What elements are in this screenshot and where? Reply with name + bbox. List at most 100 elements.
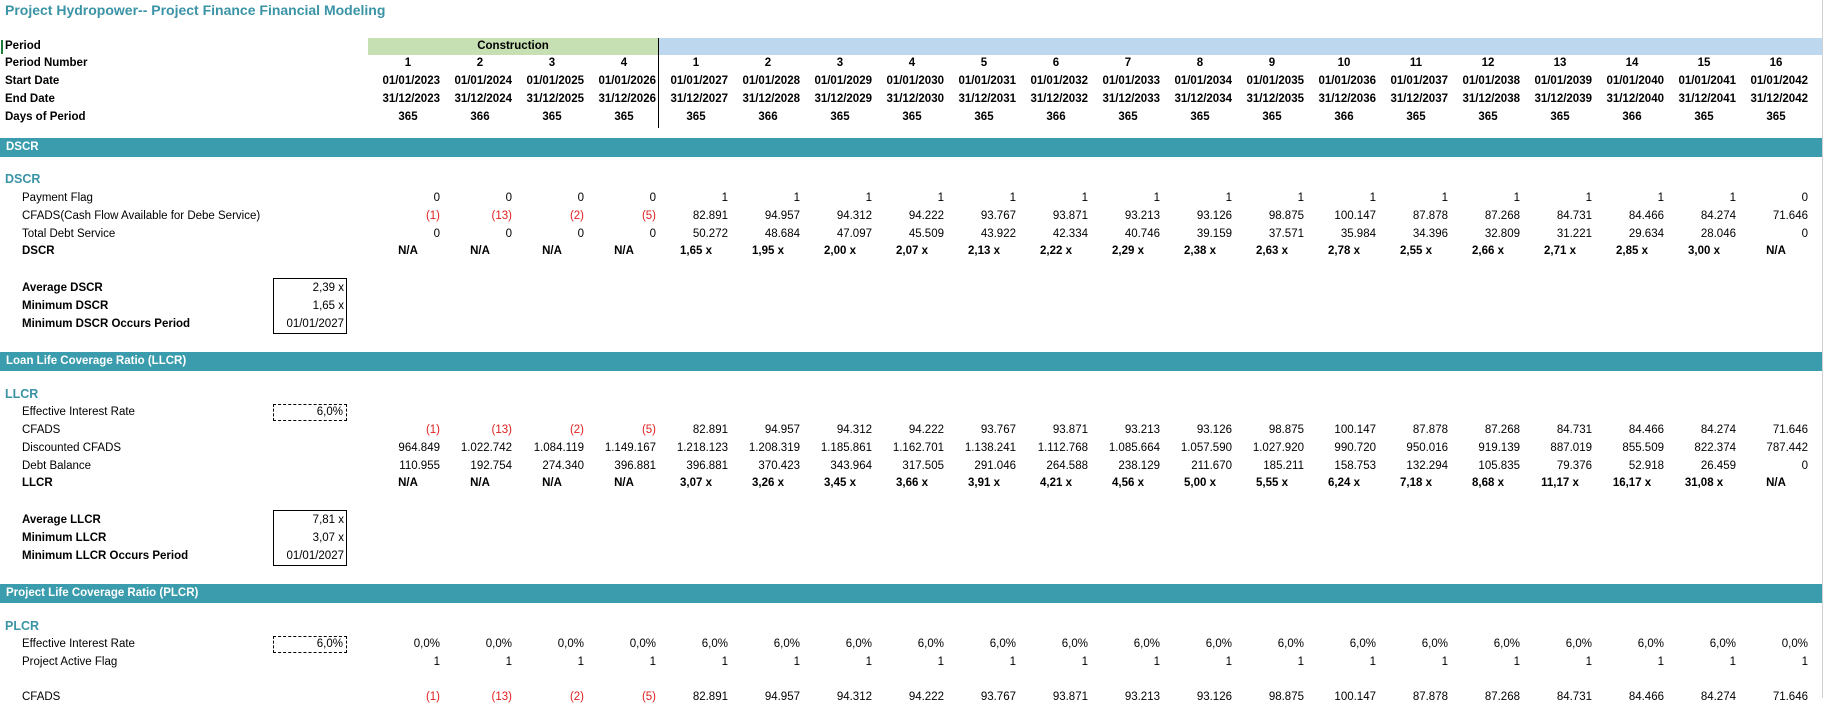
table-cell[interactable]: 396.881: [614, 460, 656, 472]
table-cell[interactable]: 366: [1046, 111, 1066, 123]
table-cell[interactable]: 3,45 x: [824, 477, 856, 489]
table-cell[interactable]: 2: [476, 57, 484, 69]
table-cell[interactable]: 2,66 x: [1472, 245, 1504, 257]
table-cell[interactable]: 887.019: [1550, 442, 1592, 454]
table-cell[interactable]: 0: [1801, 228, 1808, 240]
table-cell[interactable]: 01/01/2027: [670, 75, 728, 87]
table-cell[interactable]: 343.964: [830, 460, 872, 472]
table-cell[interactable]: 238.129: [1118, 460, 1160, 472]
table-cell[interactable]: 31,08 x: [1684, 477, 1724, 489]
table-cell[interactable]: 52.918: [1628, 460, 1664, 472]
table-cell[interactable]: 365: [902, 111, 922, 123]
table-cell[interactable]: 291.046: [974, 460, 1016, 472]
table-cell[interactable]: 01/01/2026: [598, 75, 656, 87]
table-cell[interactable]: 15: [1697, 57, 1711, 69]
table-cell[interactable]: 1: [1009, 192, 1016, 204]
table-cell[interactable]: 0: [577, 228, 584, 240]
table-cell[interactable]: 13: [1553, 57, 1567, 69]
table-cell[interactable]: (2): [569, 210, 584, 222]
table-cell[interactable]: 365: [398, 111, 418, 123]
table-cell[interactable]: 1: [505, 656, 512, 668]
table-cell[interactable]: 93.126: [1196, 210, 1232, 222]
table-cell[interactable]: 365: [1694, 111, 1714, 123]
table-cell[interactable]: 990.720: [1334, 442, 1376, 454]
table-cell[interactable]: 3: [548, 57, 556, 69]
table-cell[interactable]: 0: [433, 228, 440, 240]
table-cell[interactable]: 1.149.167: [604, 442, 656, 454]
table-cell[interactable]: 2,78 x: [1328, 245, 1360, 257]
table-cell[interactable]: 1: [1441, 192, 1448, 204]
table-cell[interactable]: 1: [1009, 656, 1016, 668]
table-cell[interactable]: (5): [641, 210, 656, 222]
table-cell[interactable]: 1.185.861: [820, 442, 872, 454]
table-cell[interactable]: 264.588: [1046, 460, 1088, 472]
table-cell[interactable]: 31/12/2040: [1606, 93, 1664, 105]
table-cell[interactable]: 84.274: [1700, 210, 1736, 222]
table-cell[interactable]: 919.139: [1478, 442, 1520, 454]
table-cell[interactable]: 93.767: [980, 210, 1016, 222]
table-cell[interactable]: 0,0%: [485, 638, 512, 650]
table-cell[interactable]: 6,0%: [917, 638, 944, 650]
table-cell[interactable]: 01/01/2033: [1102, 75, 1160, 87]
table-cell[interactable]: 48.684: [764, 228, 800, 240]
table-cell[interactable]: 37.571: [1268, 228, 1304, 240]
table-cell[interactable]: 6: [1052, 57, 1060, 69]
table-cell[interactable]: 1: [1585, 656, 1592, 668]
table-cell[interactable]: 6,0%: [1277, 638, 1304, 650]
table-cell[interactable]: 365: [830, 111, 850, 123]
table-cell[interactable]: 31/12/2037: [1390, 93, 1448, 105]
table-cell[interactable]: 366: [1622, 111, 1642, 123]
table-cell[interactable]: 6,0%: [1205, 638, 1232, 650]
table-cell[interactable]: 1: [1297, 192, 1304, 204]
table-cell[interactable]: 366: [470, 111, 490, 123]
table-cell[interactable]: 1.022.742: [460, 442, 512, 454]
table-cell[interactable]: 31/12/2029: [814, 93, 872, 105]
table-cell[interactable]: 1,95 x: [752, 245, 784, 257]
table-cell[interactable]: 82.891: [692, 210, 728, 222]
table-cell[interactable]: 1.027.920: [1252, 442, 1304, 454]
table-cell[interactable]: 84.466: [1628, 210, 1664, 222]
table-cell[interactable]: 1: [404, 57, 412, 69]
table-cell[interactable]: 3,66 x: [896, 477, 928, 489]
table-cell[interactable]: 01/01/2032: [1030, 75, 1088, 87]
table-cell[interactable]: 9: [1268, 57, 1276, 69]
table-cell[interactable]: 87.268: [1484, 424, 1520, 436]
table-cell[interactable]: 42.334: [1052, 228, 1088, 240]
table-cell[interactable]: 45.509: [908, 228, 944, 240]
table-cell[interactable]: 8: [1196, 57, 1204, 69]
table-cell[interactable]: 01/01/2028: [742, 75, 800, 87]
table-cell[interactable]: 2,38 x: [1184, 245, 1216, 257]
table-cell[interactable]: 1: [1297, 656, 1304, 668]
table-cell[interactable]: 1: [692, 57, 700, 69]
table-cell[interactable]: 1: [1153, 656, 1160, 668]
table-cell[interactable]: 787.442: [1766, 442, 1808, 454]
table-cell[interactable]: 82.891: [692, 424, 728, 436]
table-cell[interactable]: 950.016: [1406, 442, 1448, 454]
table-cell[interactable]: 31/12/2028: [742, 93, 800, 105]
table-cell[interactable]: 6,0%: [1133, 638, 1160, 650]
table-cell[interactable]: 31/12/2033: [1102, 93, 1160, 105]
table-cell[interactable]: 4,21 x: [1040, 477, 1072, 489]
table-cell[interactable]: 6,0%: [701, 638, 728, 650]
table-cell[interactable]: 01/01/2029: [814, 75, 872, 87]
table-cell[interactable]: 1: [1657, 192, 1664, 204]
table-cell[interactable]: 31.221: [1556, 228, 1592, 240]
table-cell[interactable]: 2,63 x: [1256, 245, 1288, 257]
table-cell[interactable]: 1.218.123: [676, 442, 728, 454]
table-cell[interactable]: 5,00 x: [1184, 477, 1216, 489]
table-cell[interactable]: 6,0%: [1493, 638, 1520, 650]
table-cell[interactable]: 94.222: [908, 424, 944, 436]
table-cell[interactable]: 94.957: [764, 424, 800, 436]
table-cell[interactable]: 1,65 x: [680, 245, 712, 257]
table-cell[interactable]: 1: [865, 656, 872, 668]
table-cell[interactable]: (13): [491, 424, 512, 436]
table-cell[interactable]: 3: [836, 57, 844, 69]
table-cell[interactable]: 365: [974, 111, 994, 123]
table-cell[interactable]: 10: [1337, 57, 1351, 69]
table-cell[interactable]: 100.147: [1334, 210, 1376, 222]
table-cell[interactable]: 6,0%: [1637, 638, 1664, 650]
table-cell[interactable]: (13): [491, 210, 512, 222]
table-cell[interactable]: 87.878: [1412, 210, 1448, 222]
table-cell[interactable]: 16,17 x: [1612, 477, 1652, 489]
table-cell[interactable]: 31/12/2030: [886, 93, 944, 105]
